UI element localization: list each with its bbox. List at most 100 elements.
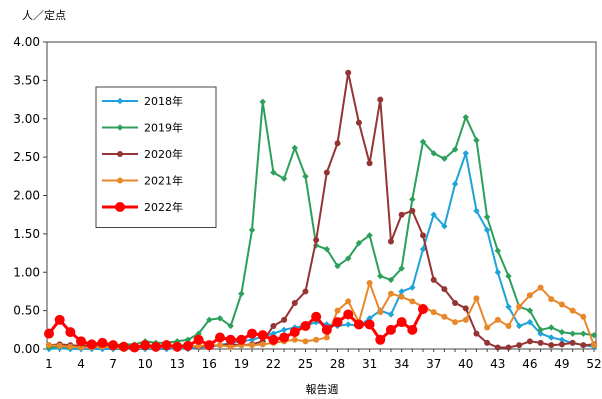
data-point-2022 [161,340,172,351]
x-tick-label: 22 [266,357,281,371]
data-point-2019 [334,262,341,270]
y-axis: 0.00 0.50 1.00 1.50 2.00 2.50 3.00 3.50 4.00 [13,35,47,356]
data-point-2022 [385,324,396,335]
data-point-2019 [355,239,363,247]
y-tick-label: 2.50 [13,150,40,164]
data-point-2019 [227,322,234,330]
x-tick-label: 34 [394,357,409,371]
data-point-2022 [118,341,129,352]
data-point-2018 [505,303,512,310]
data-point-2021 [580,313,587,320]
data-point-2019 [558,328,566,336]
data-point-2019 [580,330,587,337]
data-point-2022 [300,320,311,331]
data-point-2021 [558,301,565,308]
data-point-2020 [516,342,523,349]
data-point-2022 [54,314,65,325]
data-point-2019 [345,255,352,262]
data-point-2021 [67,343,74,350]
x-tick-label: 40 [458,357,473,371]
x-tick-label: 46 [522,357,537,371]
data-point-2018 [494,269,502,276]
x-tick-label: 4 [77,357,85,371]
data-point-2019 [302,173,309,180]
data-point-2018 [526,318,534,326]
y-axis-label: 人／定点 [22,8,66,22]
data-point-2020 [409,207,416,214]
data-point-2022 [193,334,204,345]
data-point-2021 [313,336,320,343]
data-point-2022 [364,319,375,330]
data-point-2018 [280,326,288,334]
x-tick-label: 19 [234,357,249,371]
data-point-2022 [150,341,161,352]
data-point-2021 [430,309,437,316]
y-tick-label: 4.00 [13,35,40,49]
data-point-2018 [409,284,416,291]
data-point-2019 [377,272,384,280]
legend-label-2018: 2018年 [144,94,183,108]
data-point-2019 [206,316,213,324]
data-point-2022 [396,317,407,328]
data-point-2019 [451,146,459,153]
data-point-2021 [441,313,448,320]
data-point-2022 [97,337,108,348]
data-point-2022 [268,334,279,345]
data-point-2021 [216,342,223,349]
data-point-2022 [108,340,119,351]
data-point-2019 [270,169,277,176]
data-point-2019 [419,138,427,145]
data-point-2021 [516,303,523,310]
data-point-2020 [548,342,555,349]
data-point-2019 [216,315,224,322]
x-tick-label: 52 [586,357,601,371]
data-point-2018 [548,334,555,341]
y-tick-label: 1.00 [13,265,40,279]
data-point-2020 [473,330,480,337]
x-tick-label: 37 [426,357,441,371]
data-point-2020 [323,169,330,176]
legend-label-2020: 2020年 [144,147,183,161]
x-tick-label: 28 [330,357,345,371]
data-point-2021 [484,324,491,331]
data-point-2021 [227,343,234,350]
data-point-2022 [76,336,87,347]
data-point-2018 [441,223,448,230]
data-point-2019 [259,98,266,106]
data-point-2022 [65,327,76,338]
data-point-2020 [302,288,309,295]
data-point-2018 [462,150,469,157]
data-point-2020 [505,344,512,351]
data-point-2022 [343,309,354,320]
data-point-2020 [537,339,544,346]
data-point-2021 [409,298,416,305]
data-point-2021 [259,341,266,348]
legend-label-2019: 2019年 [144,121,183,135]
data-point-2020 [462,305,469,312]
data-point-2018 [473,207,480,215]
data-point-2021 [505,322,512,329]
data-point-2021 [591,342,597,349]
data-point-2021 [46,342,52,349]
data-point-2020 [377,96,384,103]
data-point-2019 [430,150,437,157]
legend-marker-2022 [115,202,125,212]
data-point-2019 [483,213,491,221]
data-point-2020 [398,211,405,218]
data-point-2018 [430,211,437,218]
data-point-2022 [247,328,258,339]
data-point-2020 [366,160,373,167]
data-point-2022 [172,341,183,352]
data-point-2018 [387,311,395,318]
data-point-2019 [366,232,373,239]
data-point-2022 [204,340,215,351]
data-point-2022 [236,334,247,345]
data-point-2019 [409,196,416,203]
series-line-2021 [48,282,595,350]
y-tick-label: 3.50 [13,73,40,87]
data-point-2020 [291,299,298,306]
data-point-2022 [289,327,300,338]
x-tick-label: 43 [490,357,505,371]
x-tick-label: 31 [362,357,377,371]
